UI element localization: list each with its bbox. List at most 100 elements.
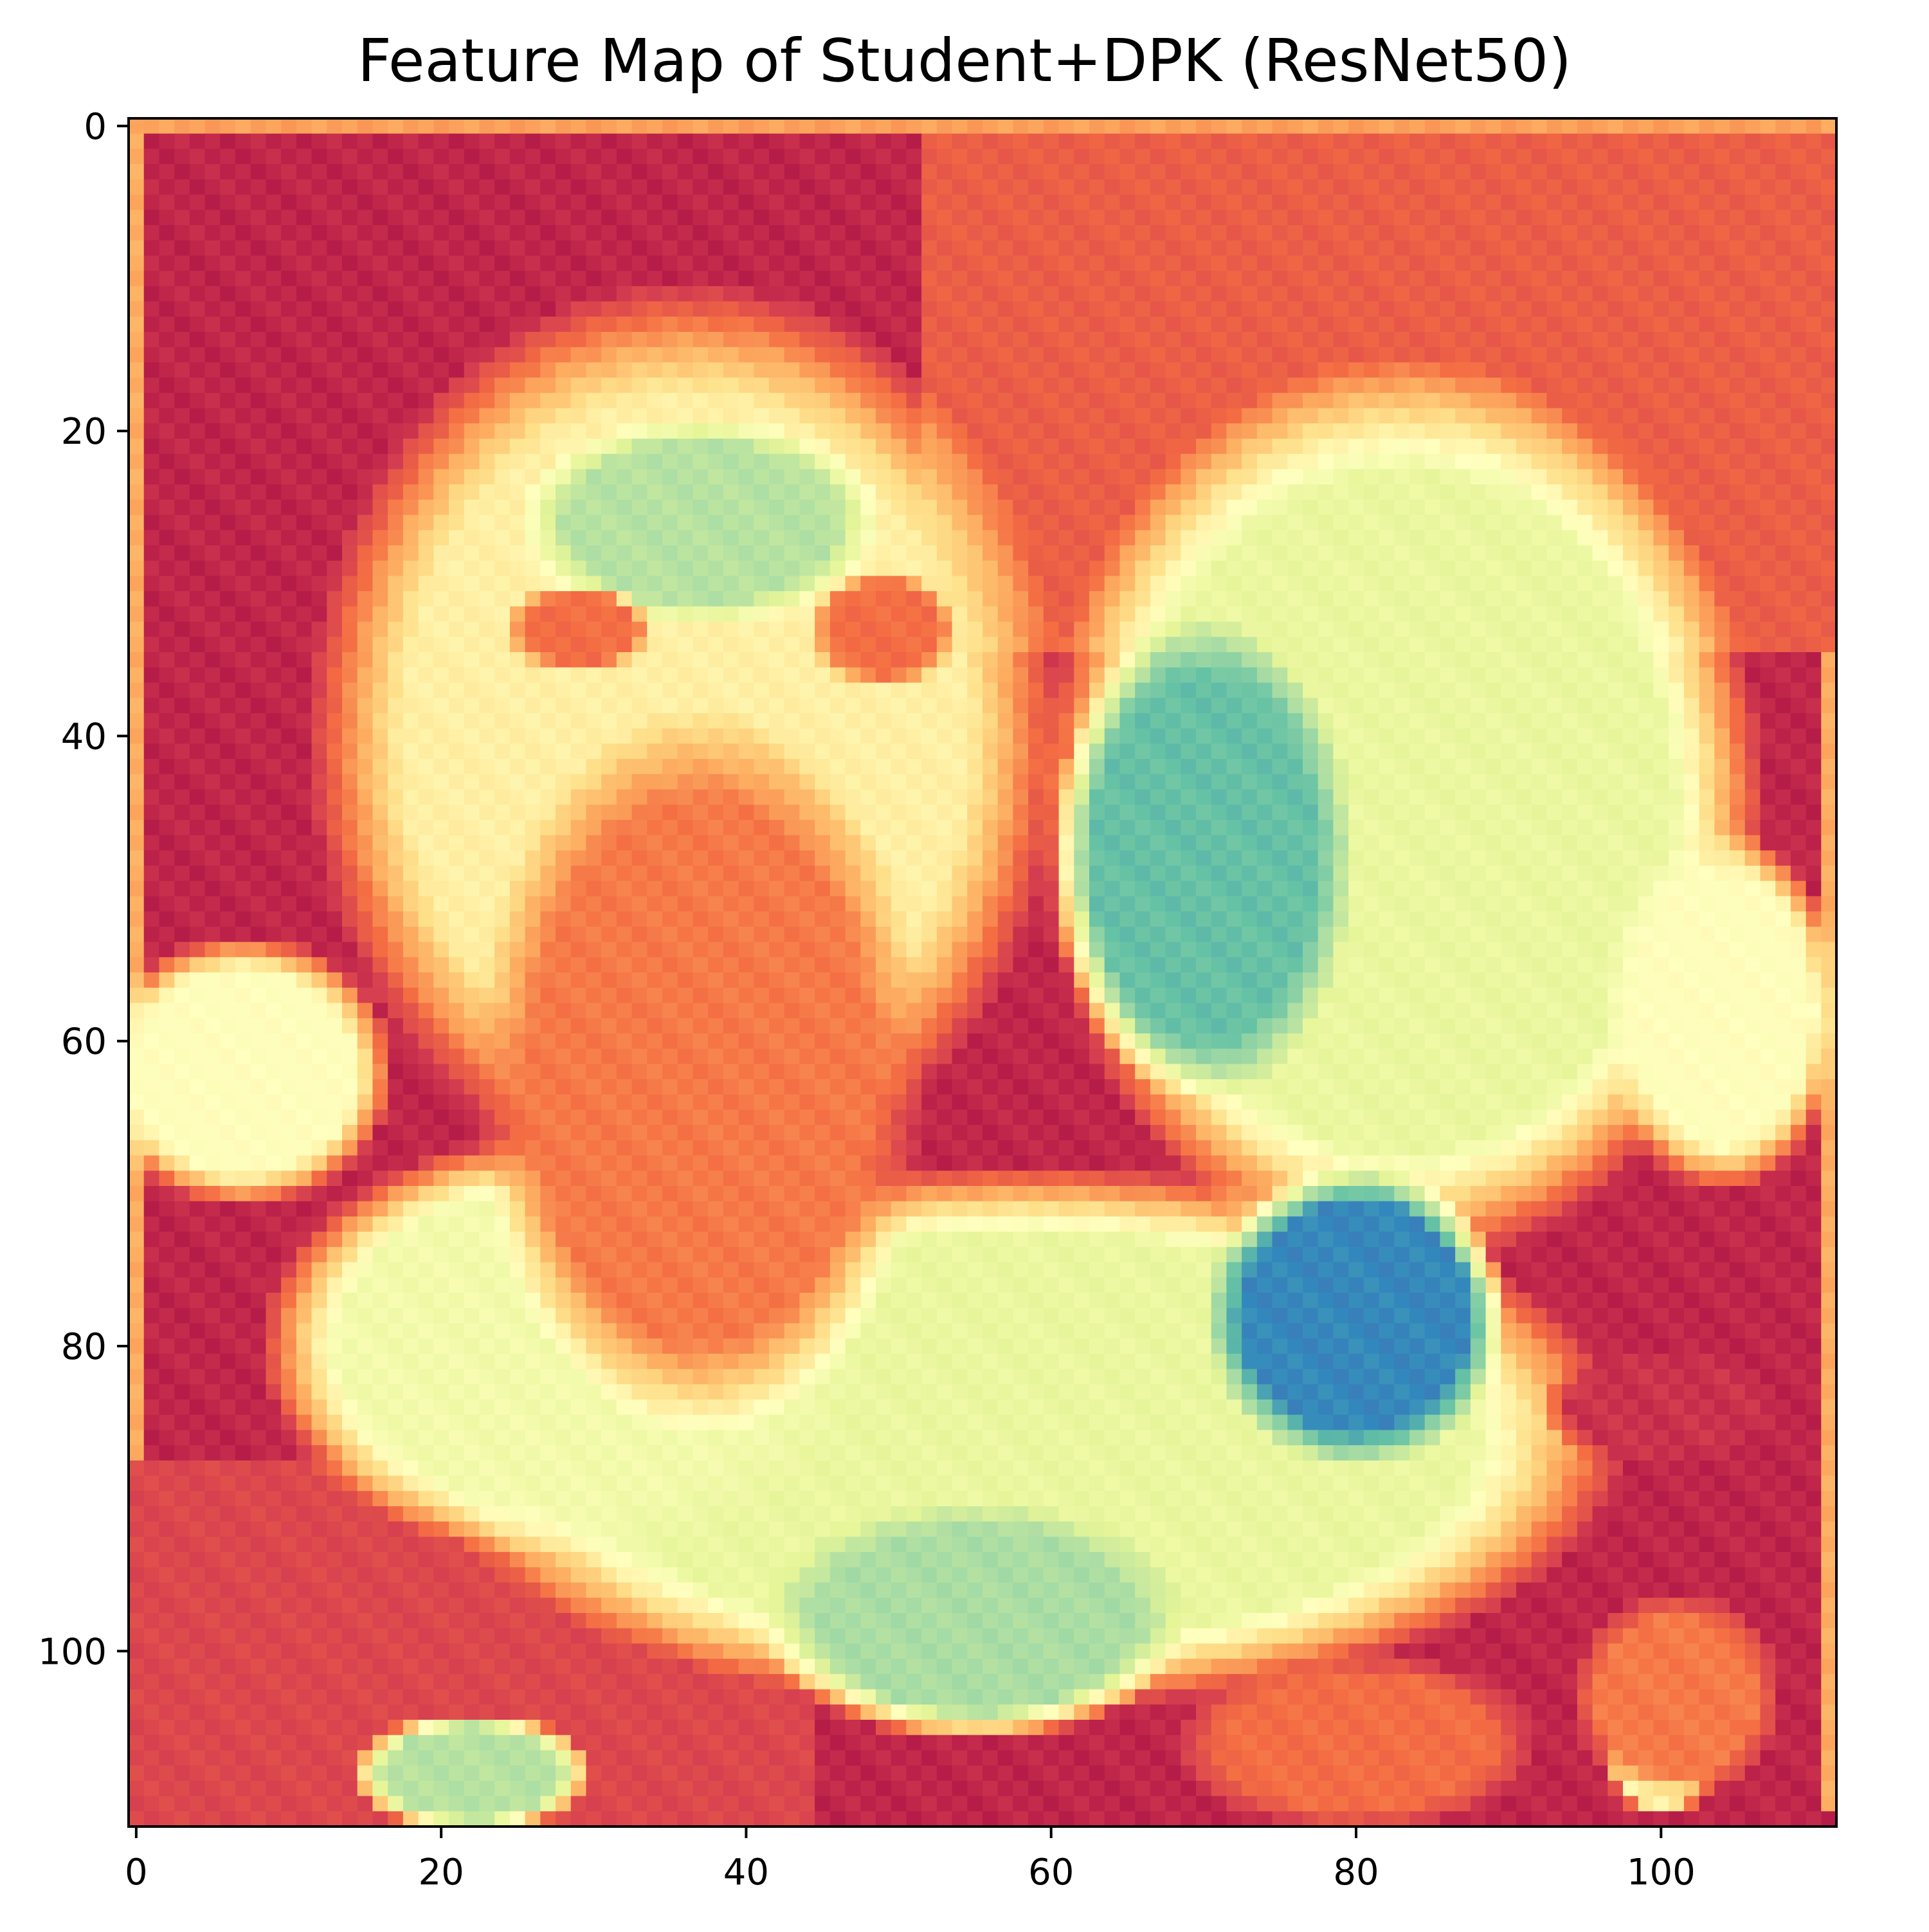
heatmap-cell [1104, 332, 1121, 348]
heatmap-cell [631, 332, 648, 348]
heatmap-cell [403, 378, 419, 394]
heatmap-cell [601, 286, 617, 302]
heatmap-cell [1394, 439, 1410, 455]
heatmap-cell [1150, 255, 1166, 271]
heatmap-cell [1730, 164, 1746, 180]
heatmap-cell [250, 591, 267, 607]
heatmap-cell [403, 484, 419, 500]
heatmap-cell [1028, 484, 1044, 500]
heatmap-cell [403, 469, 419, 485]
heatmap-cell [1516, 194, 1532, 210]
heatmap-cell [220, 439, 236, 455]
heatmap-cell [266, 499, 282, 516]
heatmap-cell [525, 286, 541, 302]
heatmap-cell [891, 362, 907, 378]
heatmap-cell [143, 759, 160, 775]
heatmap-cell [921, 118, 937, 134]
heatmap-cell [1821, 713, 1837, 729]
heatmap-cell [1806, 133, 1822, 150]
heatmap-cell [1242, 545, 1258, 561]
heatmap-cell [204, 149, 221, 165]
heatmap-cell [296, 713, 312, 729]
heatmap-cell [723, 713, 739, 729]
heatmap-cell [967, 378, 983, 394]
heatmap-cell [1242, 347, 1258, 363]
heatmap-cell [1608, 698, 1624, 714]
heatmap-cell [997, 652, 1014, 668]
heatmap-cell [1699, 133, 1715, 150]
heatmap-cell [1714, 499, 1730, 516]
heatmap-cell [250, 255, 267, 271]
heatmap-cell [708, 759, 724, 775]
heatmap-cell [1256, 682, 1273, 698]
heatmap-cell [754, 392, 770, 409]
heatmap-cell [815, 759, 831, 775]
heatmap-cell [1013, 698, 1029, 714]
heatmap-cell [1440, 469, 1456, 485]
heatmap-cell [143, 332, 160, 348]
heatmap-cell [1592, 591, 1608, 607]
heatmap-cell [1562, 759, 1578, 775]
heatmap-cell [159, 545, 175, 561]
heatmap-cell [616, 316, 633, 333]
heatmap-cell [586, 759, 602, 775]
heatmap-cell [693, 194, 709, 210]
heatmap-cell [1074, 439, 1090, 455]
heatmap-cell [1348, 149, 1364, 165]
heatmap-cell [1821, 515, 1837, 531]
heatmap-cell [1623, 759, 1639, 775]
heatmap-cell [662, 499, 678, 516]
heatmap-cell [708, 545, 724, 561]
heatmap-cell [250, 743, 267, 760]
heatmap-cell [388, 118, 404, 134]
heatmap-cell [1546, 240, 1562, 257]
heatmap-cell [1546, 484, 1562, 500]
heatmap-cell [677, 225, 694, 241]
heatmap-cell [1028, 759, 1044, 775]
heatmap-cell [1730, 484, 1746, 500]
heatmap-cell [1242, 591, 1258, 607]
heatmap-cell [540, 286, 556, 302]
heatmap-cell [403, 667, 419, 684]
heatmap-cell [1242, 560, 1258, 577]
heatmap-cell [1272, 225, 1288, 241]
heatmap-cell [479, 728, 495, 744]
heatmap-cell [1516, 469, 1532, 485]
heatmap-cell [174, 301, 190, 317]
heatmap-cell [204, 591, 221, 607]
heatmap-cell [1699, 392, 1715, 409]
heatmap-cell [631, 530, 648, 546]
heatmap-cell [1485, 347, 1501, 363]
heatmap-cell [1333, 545, 1349, 561]
heatmap-cell [1211, 408, 1227, 424]
heatmap-cell [1058, 728, 1074, 744]
heatmap-cell [1744, 637, 1761, 653]
heatmap-cell [616, 194, 633, 210]
heatmap-cell [1577, 667, 1593, 684]
heatmap-cell [327, 698, 343, 714]
heatmap-cell [479, 606, 495, 623]
heatmap-cell [1074, 591, 1090, 607]
heatmap-cell [1256, 316, 1273, 333]
heatmap-cell [235, 621, 251, 637]
heatmap-cell [1379, 271, 1395, 287]
heatmap-cell [936, 652, 953, 668]
heatmap-cell [1531, 453, 1548, 470]
heatmap-cell [647, 286, 663, 302]
heatmap-cell [1089, 271, 1105, 287]
heatmap-cell [1638, 591, 1654, 607]
heatmap-cell [997, 515, 1014, 531]
heatmap-cell [1043, 545, 1060, 561]
heatmap-cell [357, 301, 374, 317]
heatmap-cell [1303, 774, 1319, 790]
heatmap-cell [876, 606, 892, 623]
heatmap-cell [738, 713, 754, 729]
heatmap-cell [693, 713, 709, 729]
heatmap-cell [281, 682, 297, 698]
heatmap-cell [997, 133, 1014, 150]
heatmap-cell [997, 789, 1014, 805]
heatmap-cell [1348, 362, 1364, 378]
heatmap-cell [403, 423, 419, 439]
heatmap-cell [860, 423, 876, 439]
heatmap-cell [1669, 316, 1685, 333]
